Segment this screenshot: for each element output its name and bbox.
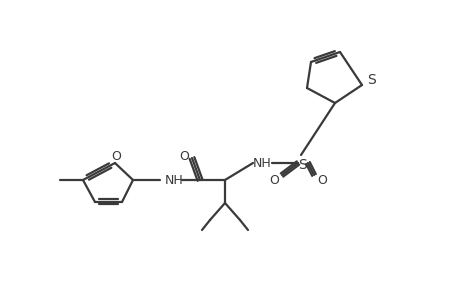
- Text: O: O: [179, 149, 189, 163]
- Text: O: O: [269, 173, 278, 187]
- Text: NH: NH: [164, 173, 183, 187]
- Text: O: O: [316, 173, 326, 187]
- Text: O: O: [111, 149, 121, 163]
- Text: S: S: [298, 158, 307, 172]
- Text: NH: NH: [252, 157, 271, 169]
- Text: S: S: [367, 73, 375, 87]
